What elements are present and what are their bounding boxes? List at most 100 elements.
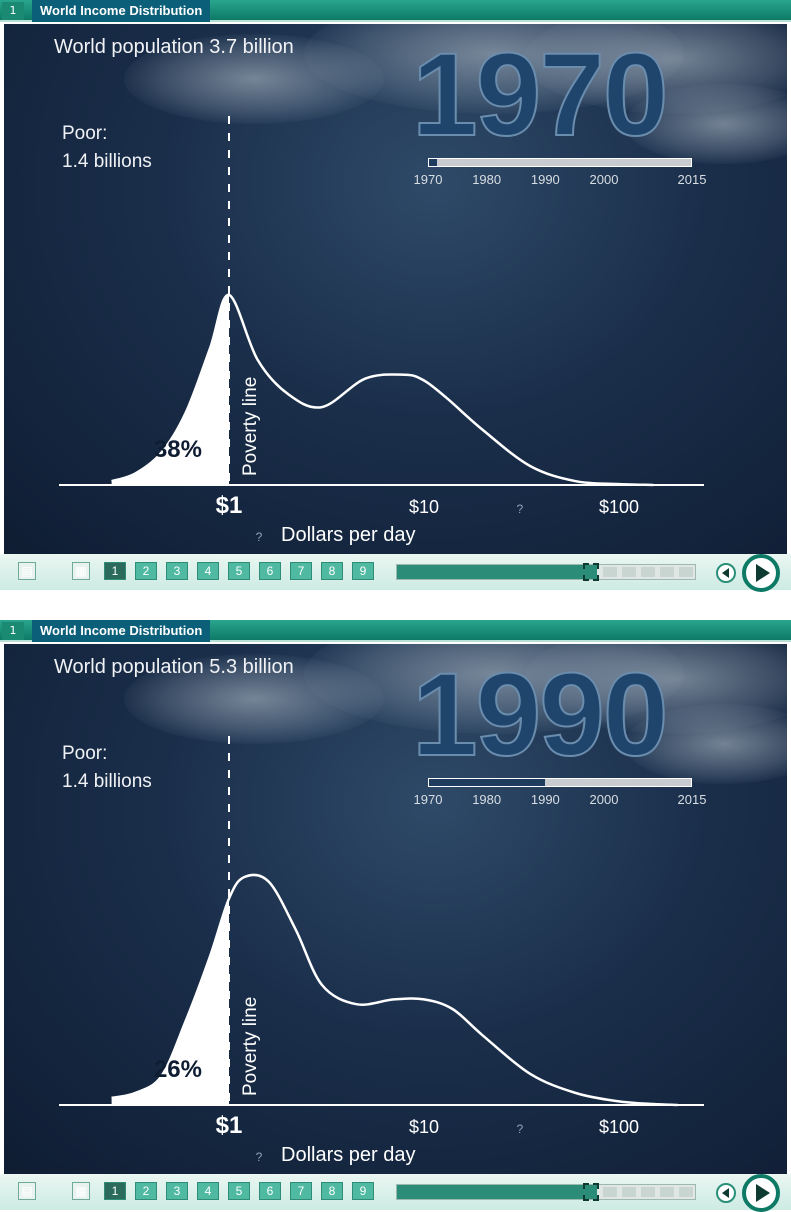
timeline-progress <box>429 159 437 166</box>
slider-segment <box>679 1187 693 1197</box>
timeline-year-label[interactable]: 2000 <box>589 792 619 807</box>
cloud-decoration <box>624 704 787 784</box>
timeline-track[interactable] <box>428 778 692 787</box>
poor-label: Poor: <box>62 743 108 764</box>
timeline-year-label[interactable]: 2015 <box>677 172 707 187</box>
page-button-8[interactable]: 8 <box>321 562 343 580</box>
slider-handle[interactable] <box>583 563 599 581</box>
single-view-button[interactable]: ▤ <box>18 562 36 580</box>
panel-title: World Income Distribution <box>32 0 211 22</box>
population-label: World population 5.3 billion <box>54 656 294 678</box>
x-tick-label: $10 <box>409 1117 439 1137</box>
step-back-button[interactable] <box>716 563 736 583</box>
income-distribution-curve <box>111 293 654 487</box>
grid-view-button[interactable]: ▦ <box>72 562 90 580</box>
timeline-year-label[interactable]: 1980 <box>472 792 502 807</box>
chart-stage: World population 3.7 billion 1970 Poor: 1.4… <box>4 24 787 554</box>
page-button-9[interactable]: 9 <box>352 562 374 580</box>
grid-view-button[interactable]: ▦ <box>72 1182 90 1200</box>
income-distribution-chart: Poverty line 26% $1 $10? $100? Dollars per da… <box>59 736 704 1166</box>
playback-progress <box>397 1185 597 1199</box>
x-tick-label: $100 <box>599 497 639 517</box>
play-button[interactable] <box>742 1174 780 1212</box>
slider-segment <box>641 1187 655 1197</box>
panel-title: World Income Distribution <box>32 620 211 642</box>
cloud-decoration <box>624 84 787 164</box>
page-button-3[interactable]: 3 <box>166 562 188 580</box>
timeline-year-label[interactable]: 2000 <box>589 172 619 187</box>
page-button-4[interactable]: 4 <box>197 1182 219 1200</box>
income-distribution-chart: Poverty line 38% $1 $10? $100? Dollars per da… <box>59 116 704 546</box>
slider-segment <box>660 1187 674 1197</box>
timeline-year-label[interactable]: 1990 <box>530 172 560 187</box>
page-button-4[interactable]: 4 <box>197 562 219 580</box>
chart-panel: 1 World Income Distribution World populati… <box>0 0 791 592</box>
play-icon <box>756 1184 770 1202</box>
slider-segment <box>603 567 617 577</box>
x-axis-unknown-marker: ? <box>256 1150 263 1164</box>
panel-title-bar: 1 World Income Distribution <box>0 620 791 642</box>
page-icon: ▤ <box>21 1184 33 1198</box>
below-poverty-percent: 38% <box>154 436 202 463</box>
income-distribution-curve <box>111 873 678 1107</box>
poor-count: Poor: 1.4 billions <box>62 120 152 176</box>
x-tick-label: $1 <box>216 492 243 519</box>
playback-slider[interactable] <box>396 1183 696 1201</box>
panel-number: 1 <box>2 2 24 20</box>
x-axis-unknown-marker: ? <box>256 530 263 544</box>
below-poverty-area <box>111 898 229 1105</box>
population-label: World population 3.7 billion <box>54 36 294 58</box>
year-label: 1970 <box>411 29 670 161</box>
cloud-decoration <box>124 654 384 744</box>
poverty-line-label: Poverty line <box>240 997 261 1096</box>
cloud-decoration <box>124 34 384 124</box>
grid-icon: ▦ <box>75 564 87 578</box>
slider-segment <box>679 567 693 577</box>
playback-controls: ▤ ▦ 1 2 3 4 5 6 7 8 9 <box>0 554 791 592</box>
x-tick-label: $1 <box>216 1112 243 1139</box>
timeline-year-label[interactable]: 2015 <box>677 792 707 807</box>
timeline-year-label[interactable]: 1970 <box>413 172 443 187</box>
step-back-button[interactable] <box>716 1183 736 1203</box>
slider-segment <box>641 567 655 577</box>
year-timeline[interactable]: 1970 1980 1990 2000 2015 <box>410 154 710 194</box>
chart-stage: World population 5.3 billion 1990 Poor: 1.4… <box>4 644 787 1174</box>
poor-value: 1.4 billions <box>62 151 152 172</box>
page-button-7[interactable]: 7 <box>290 1182 312 1200</box>
page-button-3[interactable]: 3 <box>166 1182 188 1200</box>
slider-segment <box>603 1187 617 1197</box>
timeline-track[interactable] <box>428 158 692 167</box>
page-button-8[interactable]: 8 <box>321 1182 343 1200</box>
year-label: 1990 <box>411 649 670 781</box>
step-back-icon <box>722 568 729 578</box>
x-axis-title: Dollars per day <box>281 1144 416 1166</box>
single-view-button[interactable]: ▤ <box>18 1182 36 1200</box>
timeline-year-label[interactable]: 1980 <box>472 172 502 187</box>
poverty-line-label: Poverty line <box>240 377 261 476</box>
slider-handle[interactable] <box>583 1183 599 1201</box>
page-button-9[interactable]: 9 <box>352 1182 374 1200</box>
page-button-1[interactable]: 1 <box>104 1182 126 1200</box>
playback-progress <box>397 565 597 579</box>
play-button[interactable] <box>742 554 780 592</box>
below-poverty-area <box>111 294 229 485</box>
page-button-7[interactable]: 7 <box>290 562 312 580</box>
poor-label: Poor: <box>62 123 108 144</box>
page-button-5[interactable]: 5 <box>228 562 250 580</box>
page-button-6[interactable]: 6 <box>259 1182 281 1200</box>
page-button-6[interactable]: 6 <box>259 562 281 580</box>
panel-number: 1 <box>2 622 24 640</box>
timeline-year-label[interactable]: 1970 <box>413 792 443 807</box>
page-button-2[interactable]: 2 <box>135 562 157 580</box>
play-icon <box>756 564 770 582</box>
chart-panel: 1 World Income Distribution World populati… <box>0 620 791 1212</box>
page-button-2[interactable]: 2 <box>135 1182 157 1200</box>
timeline-year-label[interactable]: 1990 <box>530 792 560 807</box>
step-back-icon <box>722 1188 729 1198</box>
slider-segment <box>660 567 674 577</box>
year-timeline[interactable]: 1970 1980 1990 2000 2015 <box>410 774 710 814</box>
playback-slider[interactable] <box>396 563 696 581</box>
page-button-1[interactable]: 1 <box>104 562 126 580</box>
page-button-5[interactable]: 5 <box>228 1182 250 1200</box>
timeline-progress <box>429 779 546 786</box>
